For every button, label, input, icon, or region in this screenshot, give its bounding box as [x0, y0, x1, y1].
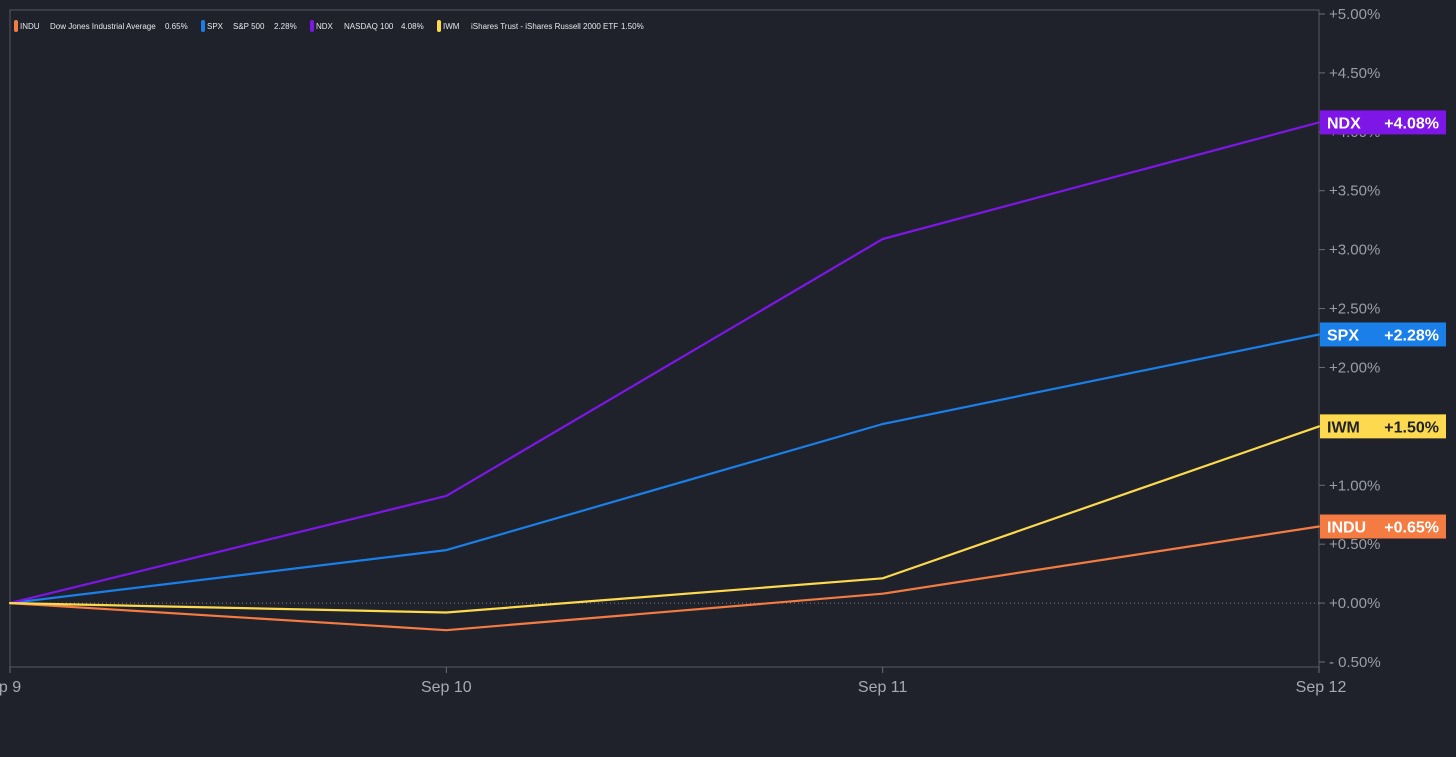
end-labels: INDU +0.65% SPX +2.28% NDX +4.08% IWM +1.50% — [1320, 110, 1446, 539]
x-tick-label: Sep 12 — [1296, 679, 1347, 696]
end-label-iwm: IWM +1.50% — [1320, 414, 1446, 439]
legend-name: Dow Jones Industrial Average — [50, 22, 156, 31]
end-label-symbol: SPX — [1327, 327, 1359, 344]
legend-value: 4.08% — [401, 22, 424, 31]
end-label-box — [1320, 322, 1446, 347]
y-tick-label: - 0.50% — [1329, 654, 1381, 671]
y-tick-label: +0.00% — [1329, 595, 1380, 612]
plot-frame — [9, 9, 1320, 668]
legend-symbol: INDU — [20, 22, 40, 31]
legend-swatch-ndx — [310, 20, 314, 32]
y-tick-label: +2.50% — [1329, 301, 1380, 318]
series-lines — [8, 121, 1321, 632]
x-tick-label: p 9 — [0, 679, 21, 696]
end-label-value: +1.50% — [1384, 419, 1439, 436]
y-tick-label: +1.00% — [1329, 477, 1380, 494]
y-tick-label: +4.50% — [1329, 65, 1380, 82]
legend-symbol: SPX — [207, 22, 224, 31]
legend-value: 0.65% — [165, 22, 188, 31]
legend-swatch-iwm — [437, 20, 441, 32]
end-label-box — [1320, 414, 1446, 439]
y-tick-label: +2.00% — [1329, 359, 1380, 376]
legend-value: 2.28% — [274, 22, 297, 31]
x-tick-label: Sep 11 — [858, 679, 908, 696]
series-line-iwm — [8, 425, 1321, 614]
legend-name: iShares Trust - iShares Russell 2000 ETF — [471, 22, 618, 31]
legend-name: NASDAQ 100 — [344, 22, 394, 31]
end-label-value: +0.65% — [1384, 520, 1439, 537]
legend-swatch-indu — [14, 20, 18, 32]
y-tick-label: +0.50% — [1329, 536, 1380, 553]
x-tick-label: Sep 10 — [421, 679, 472, 696]
end-label-indu: INDU +0.65% — [1320, 514, 1446, 539]
legend-swatch-spx — [201, 20, 205, 32]
y-tick-label: +3.50% — [1329, 183, 1380, 200]
end-label-box — [1320, 514, 1446, 539]
end-label-ndx: NDX +4.08% — [1320, 110, 1446, 135]
series-line-indu — [8, 525, 1321, 632]
end-label-symbol: INDU — [1327, 520, 1366, 537]
end-label-symbol: NDX — [1327, 115, 1361, 132]
end-label-box — [1320, 110, 1446, 135]
y-tick-label: +5.00% — [1329, 6, 1380, 23]
legend: INDU Dow Jones Industrial Average 0.65% SPX… — [14, 20, 644, 32]
legend-symbol: IWM — [443, 22, 460, 31]
series-line-spx — [8, 333, 1321, 605]
legend-symbol: NDX — [316, 22, 334, 31]
x-axis: p 9 Sep 10 Sep 11 Sep 12 — [0, 667, 1346, 696]
end-label-value: +4.08% — [1384, 115, 1439, 132]
end-label-value: +2.28% — [1384, 327, 1439, 344]
end-label-symbol: IWM — [1327, 419, 1360, 436]
y-tick-label: +3.00% — [1329, 242, 1380, 259]
series-line-ndx — [8, 121, 1321, 605]
legend-name: S&P 500 — [233, 22, 265, 31]
end-label-spx: SPX +2.28% — [1320, 322, 1446, 347]
legend-value: 1.50% — [621, 22, 644, 31]
